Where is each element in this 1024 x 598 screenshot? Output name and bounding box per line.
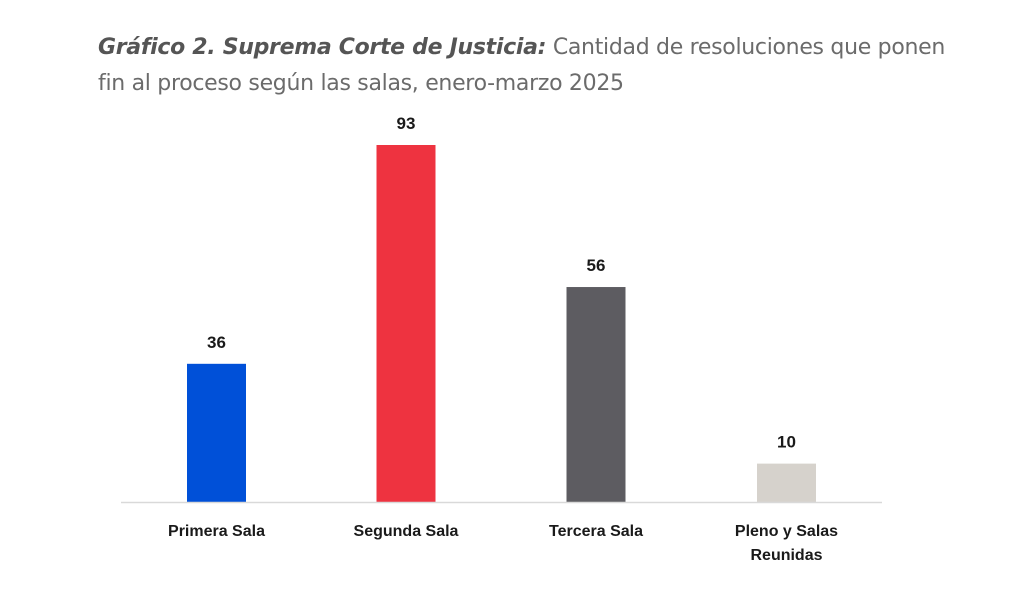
data-label-tercera-sala: 56 <box>587 256 606 275</box>
tick-label-segunda-sala: Segunda Sala <box>354 523 459 540</box>
bar-segunda-sala <box>376 145 436 502</box>
bar-tercera-sala <box>566 287 626 502</box>
data-label-primera-sala: 36 <box>207 333 226 352</box>
tick-label-primera-sala: Primera Sala <box>168 523 265 540</box>
data-label-pleno-y-salas-reunidas: 10 <box>777 433 796 452</box>
bar-primera-sala <box>187 363 246 502</box>
bar-pleno-y-salas-reunidas <box>757 463 816 502</box>
chart-title-rest: Cantidad de resoluciones que ponen fin a… <box>98 35 945 96</box>
chart-title-lead: Gráfico 2. Suprema Corte de Justicia: <box>98 35 547 60</box>
bars-group <box>187 145 816 502</box>
tick-label-pleno-y-salas-reunidas: Pleno y Salas Reunidas <box>735 523 838 564</box>
chart-title: Gráfico 2. Suprema Corte de Justicia: Ca… <box>98 30 978 102</box>
tick-label-tercera-sala: Tercera Sala <box>549 523 643 540</box>
labels-group: 36 Primera Sala 93 Segunda Sala 56 Tercera Sa… <box>168 114 838 564</box>
data-label-segunda-sala: 93 <box>397 114 416 133</box>
